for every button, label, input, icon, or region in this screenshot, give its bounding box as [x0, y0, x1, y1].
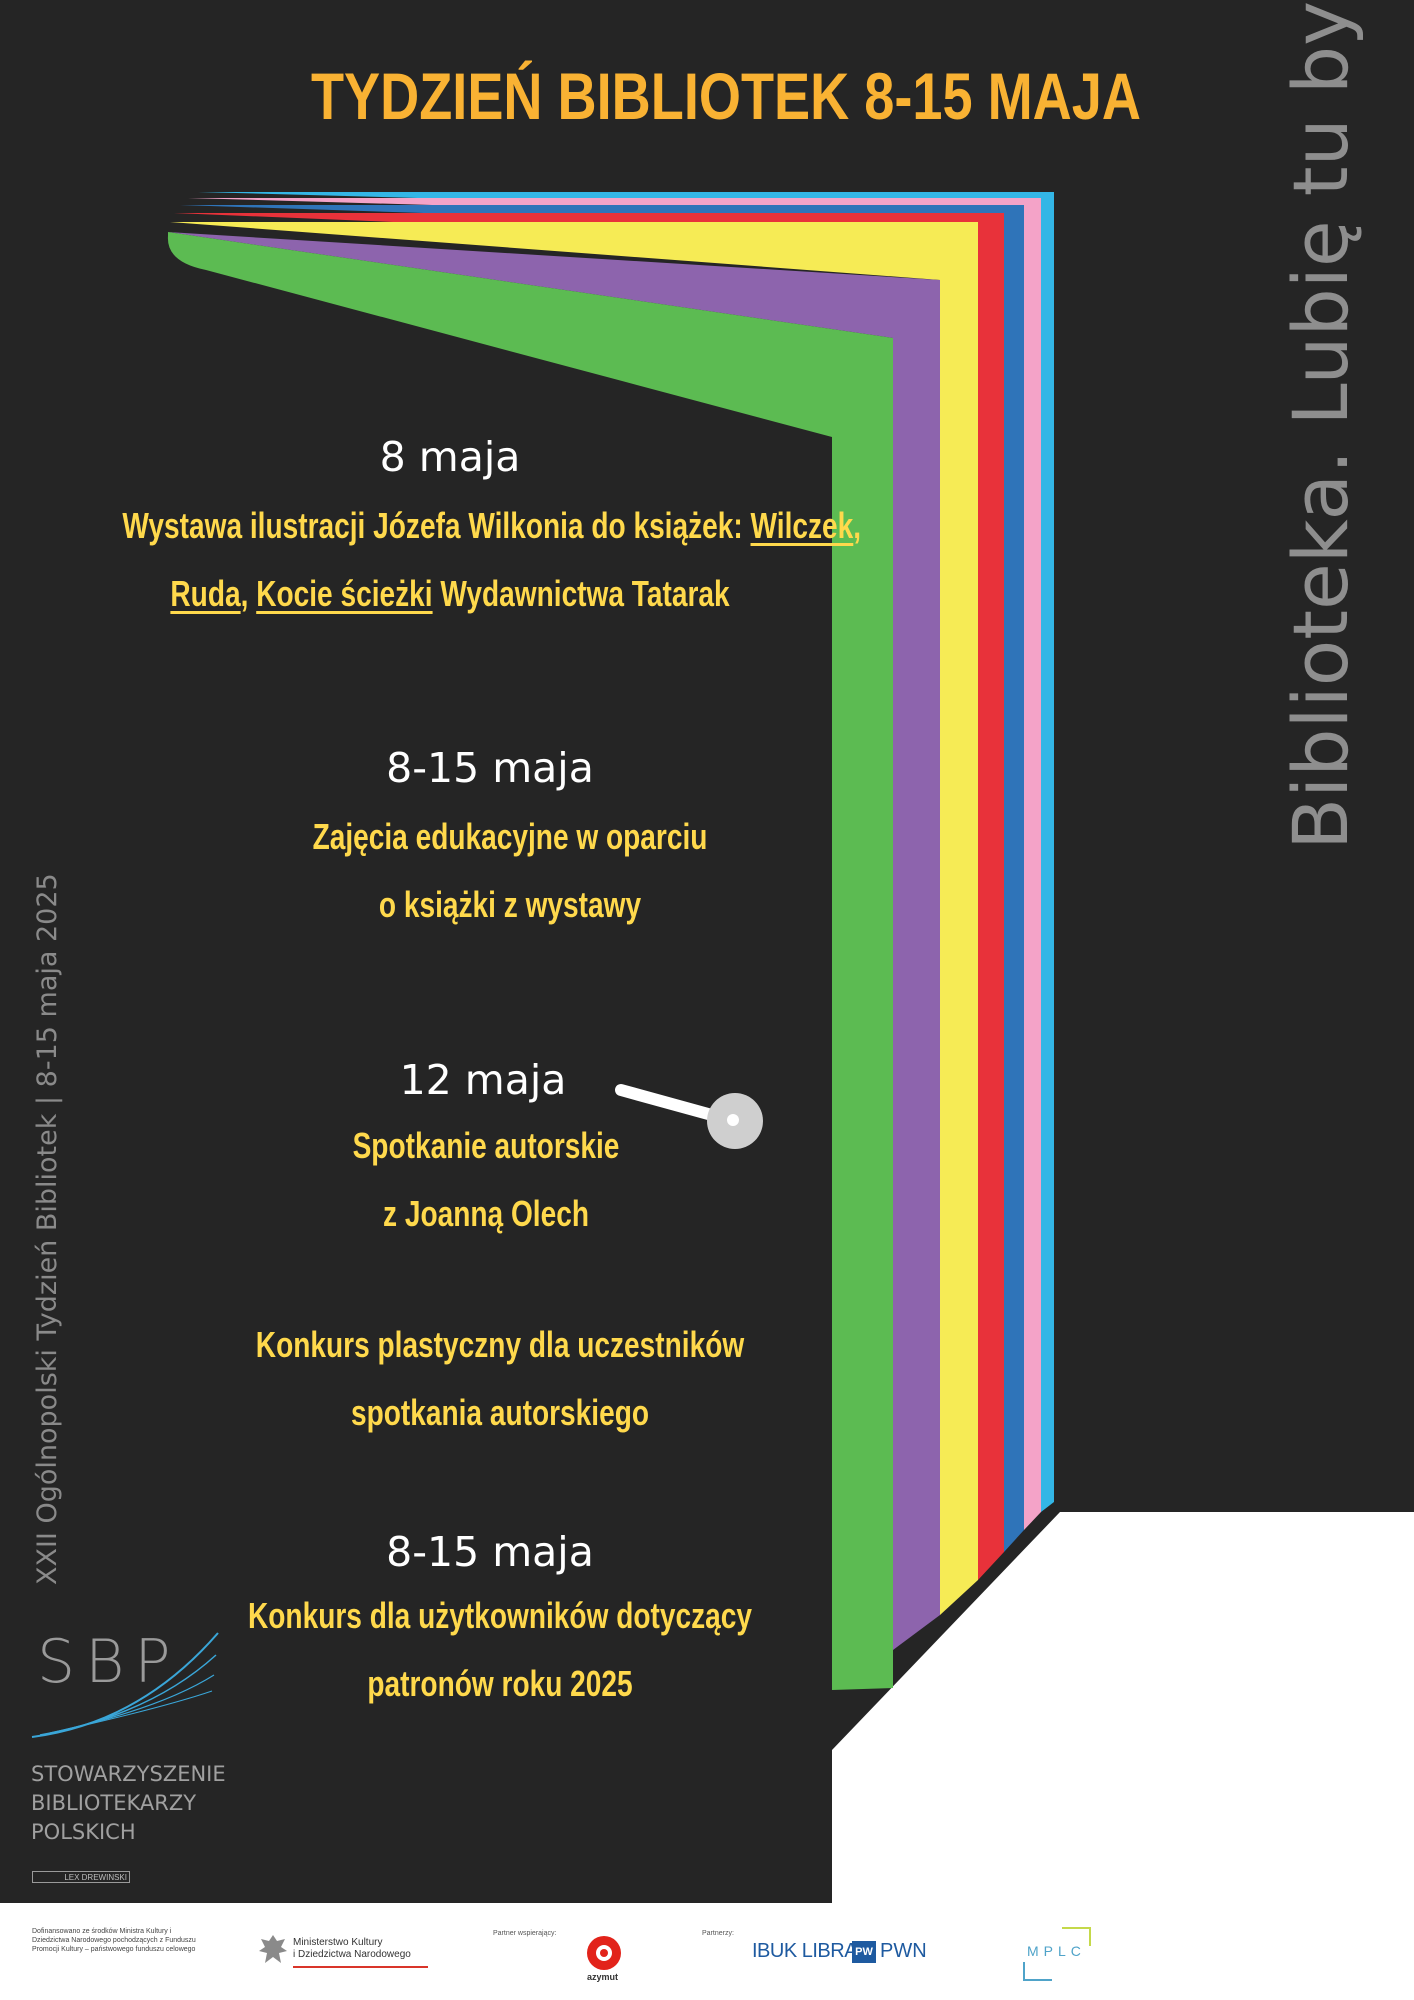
poster: TYDZIEŃ BIBLIOTEK 8-15 MAJA 8 maja Wysta…: [0, 0, 1414, 1903]
sbp-name-line: BIBLIOTEKARZY: [31, 1791, 197, 1815]
ministry-logo-text: Ministerstwo Kultury i Dziedzictwa Narod…: [293, 1937, 411, 1961]
ministry-line: i Dziedzictwa Narodowego: [293, 1949, 411, 1960]
event-date: 8-15 maja: [386, 744, 594, 792]
partners-label: Partnerzy:: [702, 1930, 734, 1937]
side-caption: XXII Ogólnopolski Tydzień Bibliotek | 8-…: [32, 873, 63, 1585]
lex-drewinski-badge: LEX DREWINSKI: [32, 1871, 130, 1883]
event-description: z Joanną Olech: [383, 1193, 589, 1234]
open-door-illustration: [167, 192, 1414, 1903]
event-description: Spotkanie autorskie: [352, 1125, 620, 1166]
sbp-name: STOWARZYSZENIE BIBLIOTEKARZY POLSKICH: [31, 1760, 226, 1847]
sbp-name-line: POLSKICH: [31, 1820, 136, 1844]
event-date: 8 maja: [379, 433, 521, 481]
book-title-link: Ruda: [170, 573, 241, 614]
mplc-logo-frame: [1023, 1927, 1091, 1981]
mplc-logo: MPLC: [1027, 1943, 1086, 1959]
event-description: Zajęcia edukacyjne w oparciu: [312, 816, 708, 857]
door-handle-center: [727, 1114, 739, 1126]
azymut-label: azymut: [587, 1972, 619, 1982]
pwn-logo-mark: PW: [852, 1941, 876, 1963]
sbp-logo-letters: SBP: [37, 1627, 181, 1697]
sponsor-footer: [0, 1903, 1414, 2000]
stripe-green: [167, 232, 893, 1690]
eagle-emblem-icon: [259, 1935, 287, 1963]
ibuk-libra-logo: IBUK LIBRA: [752, 1940, 858, 1962]
event-date: 12 maja: [399, 1056, 567, 1104]
event-description: o książki z wystawy: [378, 884, 642, 925]
event-text: Wydawnictwa Tatarak: [432, 573, 730, 614]
event-description: Ruda, Kocie ścieżki Wydawnictwa Tatarak: [122, 560, 777, 628]
event-description: Wystawa ilustracji Józefa Wilkonia do ks…: [122, 492, 861, 560]
event-description: spotkania autorskiego: [350, 1392, 650, 1433]
sbp-logo-swoosh: [31, 1632, 219, 1738]
event-text: ,: [240, 573, 257, 614]
sbp-name-line: STOWARZYSZENIE: [31, 1762, 226, 1786]
light-floor: [832, 1512, 1414, 1903]
event-description: Konkurs plastyczny dla uczestników: [255, 1324, 745, 1365]
azymut-logo-icon: [587, 1936, 621, 1970]
ministry-line: Ministerstwo Kultury: [293, 1937, 383, 1948]
book-title-link: Wilczek: [750, 505, 854, 546]
event-description: patronów roku 2025: [367, 1663, 633, 1704]
pwn-logo: PWN: [880, 1940, 927, 1962]
event-date: 8-15 maja: [386, 1528, 594, 1576]
event-text: Wystawa ilustracji Józefa Wilkonia do ks…: [122, 505, 751, 546]
funding-note: Dofinansowano ze środków Ministra Kultur…: [32, 1928, 196, 1953]
event-description: Konkurs dla użytkowników dotyczący: [247, 1595, 752, 1636]
book-title-link: Kocie ścieżki: [256, 573, 433, 614]
page-title: TYDZIEŃ BIBLIOTEK 8-15 MAJA: [311, 59, 1141, 133]
slogan: Biblioteka. Lubię tu być: [1276, 0, 1365, 850]
event-text: ,: [853, 505, 862, 546]
ministry-underline: [293, 1966, 428, 1968]
supporting-partner-label: Partner wspierający:: [493, 1930, 557, 1937]
